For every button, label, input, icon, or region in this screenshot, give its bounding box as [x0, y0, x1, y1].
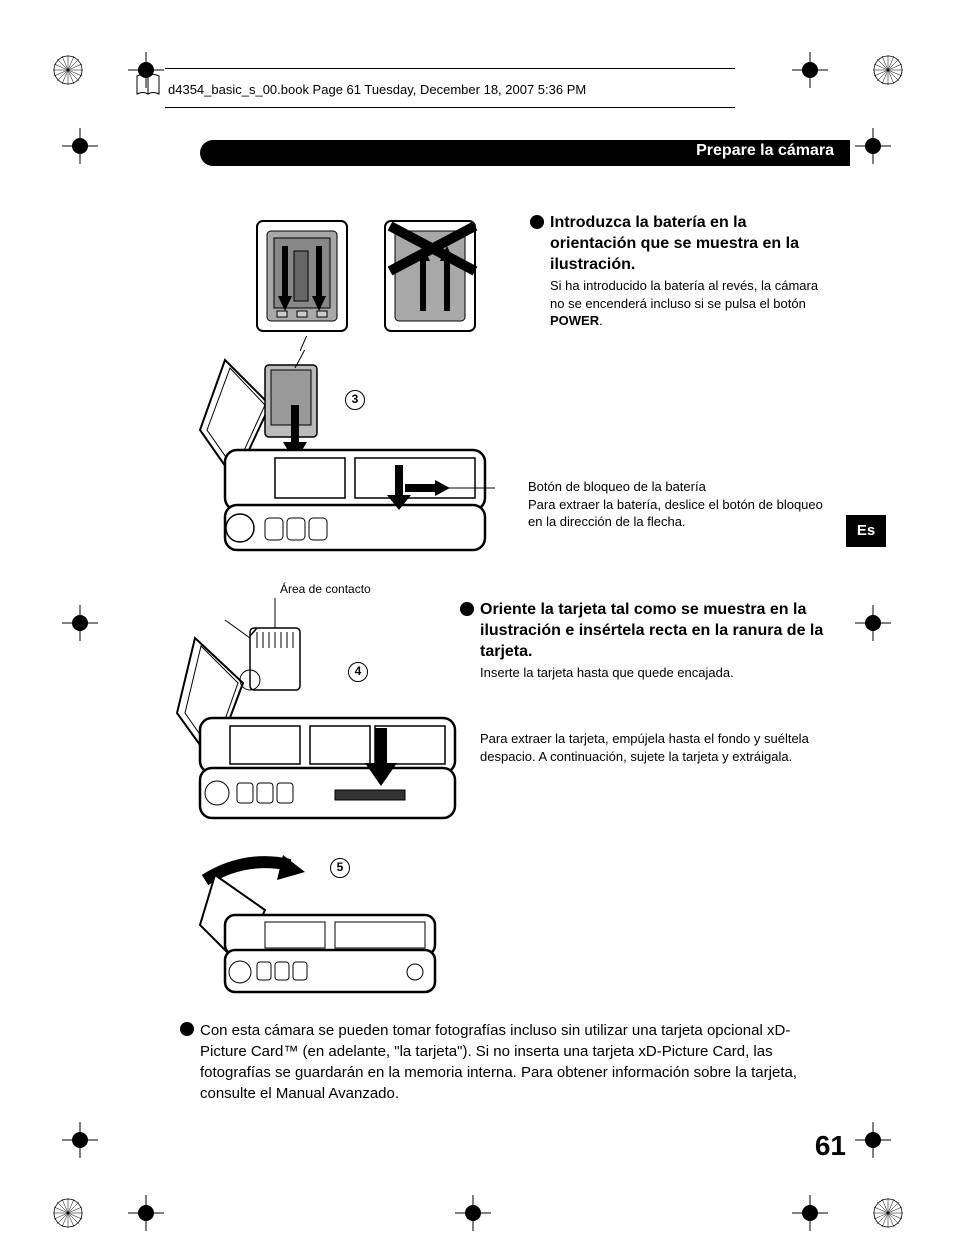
bullet-icon	[530, 215, 544, 229]
card-heading-block: Oriente la tarjeta tal como se muestra e…	[460, 600, 830, 682]
language-tab: Es	[846, 515, 886, 547]
card-insert-body: Inserte la tarjeta hasta que quede encaj…	[480, 664, 830, 682]
battery-heading-block: Introduzca la batería en la orientación …	[530, 213, 825, 330]
crop-mark-icon	[50, 1195, 86, 1231]
callout-line	[300, 336, 390, 356]
bullet-icon	[180, 1022, 194, 1036]
footer-paragraph: Con esta cámara se pueden tomar fotograf…	[200, 1020, 820, 1104]
step-4-marker: 4	[348, 662, 368, 682]
book-icon	[135, 72, 161, 98]
cross-mark-icon	[62, 1122, 98, 1158]
battery-wrong-illustration	[380, 216, 485, 336]
running-head: d4354_basic_s_00.book Page 61 Tuesday, D…	[168, 82, 586, 97]
cross-mark-icon	[455, 1195, 491, 1231]
card-extract-body: Para extraer la tarjeta, empújela hasta …	[480, 730, 820, 765]
footer-paragraph-block: Con esta cámara se pueden tomar fotograf…	[180, 1020, 820, 1104]
page-number: 61	[815, 1130, 846, 1162]
cross-mark-icon	[792, 1195, 828, 1231]
cross-mark-icon	[855, 1122, 891, 1158]
camera-battery-illustration	[195, 350, 495, 560]
cross-mark-icon	[792, 52, 828, 88]
cross-mark-icon	[128, 1195, 164, 1231]
battery-body: Si ha introducido la batería al revés, l…	[550, 277, 825, 330]
crop-mark-icon	[50, 52, 86, 88]
step-3-marker: 3	[345, 390, 365, 410]
battery-correct-illustration	[252, 216, 352, 336]
battery-lock-text: Botón de bloqueo de la batería Para extr…	[528, 478, 828, 531]
contact-area-label: Área de contacto	[280, 582, 371, 596]
bullet-icon	[460, 602, 474, 616]
step-5-marker: 5	[330, 858, 350, 878]
cross-mark-icon	[62, 605, 98, 641]
card-heading: Oriente la tarjeta tal como se muestra e…	[480, 600, 830, 662]
section-title: Prepare la cámara	[696, 142, 834, 160]
battery-heading: Introduzca la batería en la orientación …	[550, 213, 825, 275]
cross-mark-icon	[62, 128, 98, 164]
crop-mark-icon	[870, 1195, 906, 1231]
cross-mark-icon	[855, 128, 891, 164]
crop-mark-icon	[870, 52, 906, 88]
camera-card-illustration	[175, 598, 465, 828]
cross-mark-icon	[855, 605, 891, 641]
camera-close-illustration	[195, 850, 445, 1000]
